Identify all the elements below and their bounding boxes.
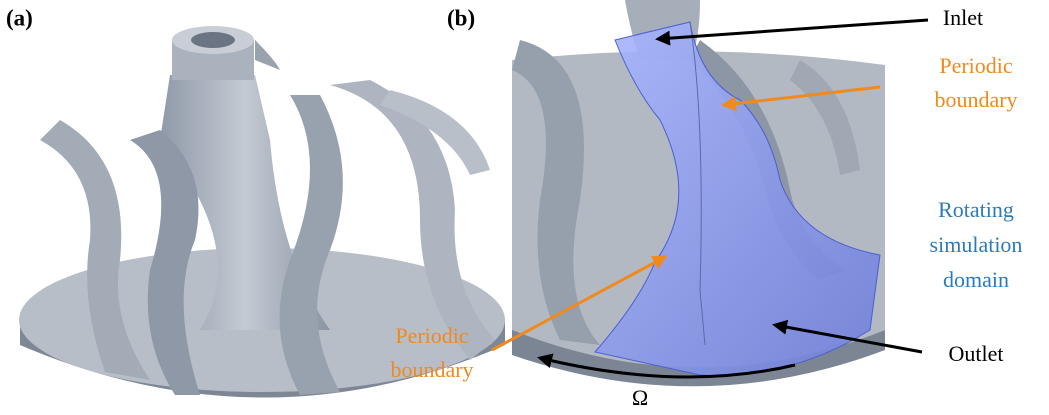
- annotation: domain: [943, 267, 1009, 292]
- inlet-label: Inlet: [943, 5, 983, 30]
- annotation: Periodic: [939, 53, 1013, 78]
- annotation: Rotating: [938, 197, 1014, 222]
- rotation-label: Ω: [632, 385, 648, 410]
- annotation: simulation: [930, 232, 1023, 257]
- outlet-label: Outlet: [949, 341, 1004, 366]
- panel-label: (a): [6, 5, 33, 30]
- figure: (a) (b) Inlet Periodic boundary Rotating…: [0, 0, 1049, 415]
- annotation: boundary: [390, 357, 473, 382]
- annotation: boundary: [934, 87, 1017, 112]
- panel-label: (b): [447, 5, 475, 30]
- annotation: Periodic: [395, 323, 469, 348]
- impeller-b: [512, 0, 885, 386]
